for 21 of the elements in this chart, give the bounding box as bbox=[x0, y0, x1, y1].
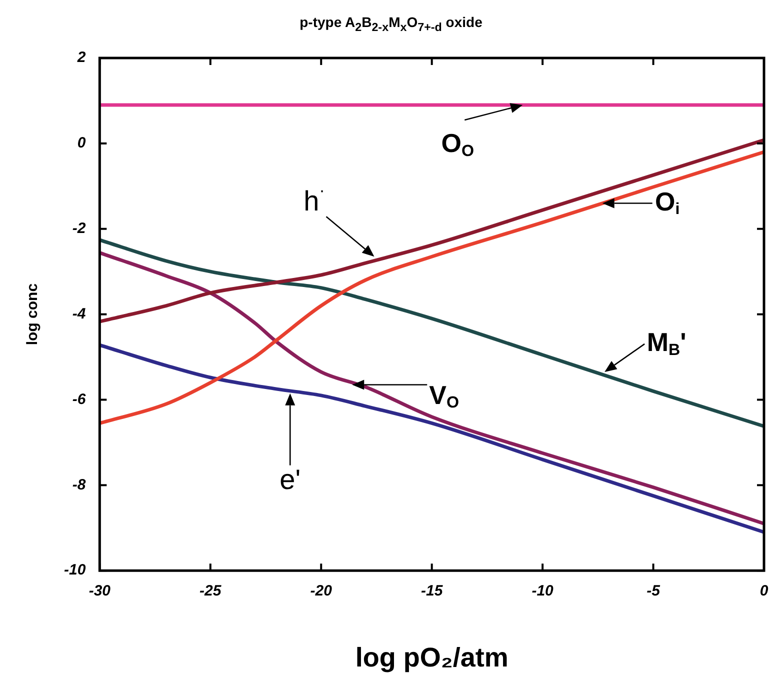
y-tick-label: -6 bbox=[72, 390, 86, 408]
y-axis-title: log conc bbox=[24, 283, 42, 346]
chart-title: p-type A$_{2}$B$_{2-x}$M$_{x}$O$_{7+-d}$ oxide bbox=[300, 14, 482, 34]
y-tick-label: -4 bbox=[72, 305, 86, 322]
x-axis-title: log pO₂/atm bbox=[355, 642, 508, 672]
x-tick-label: -15 bbox=[420, 582, 444, 600]
x-tick-label: -25 bbox=[200, 582, 222, 600]
y-tick-label: 2 bbox=[76, 49, 86, 66]
y-tick-label: -2 bbox=[72, 220, 86, 238]
x-tick-label: 0 bbox=[760, 582, 769, 600]
y-tick-label: -10 bbox=[64, 562, 86, 579]
x-tick-label: -20 bbox=[310, 582, 333, 600]
x-tick-label: -5 bbox=[646, 582, 661, 600]
line-series bbox=[100, 251, 764, 526]
y-tick-label: 0 bbox=[77, 134, 86, 152]
line-series bbox=[100, 238, 764, 428]
annotation: h· bbox=[304, 180, 325, 216]
x-tick-label: -30 bbox=[88, 582, 112, 600]
x-tick-label: -10 bbox=[532, 582, 554, 600]
y-tick-label: -8 bbox=[72, 476, 86, 494]
annotation: e' bbox=[280, 464, 301, 496]
